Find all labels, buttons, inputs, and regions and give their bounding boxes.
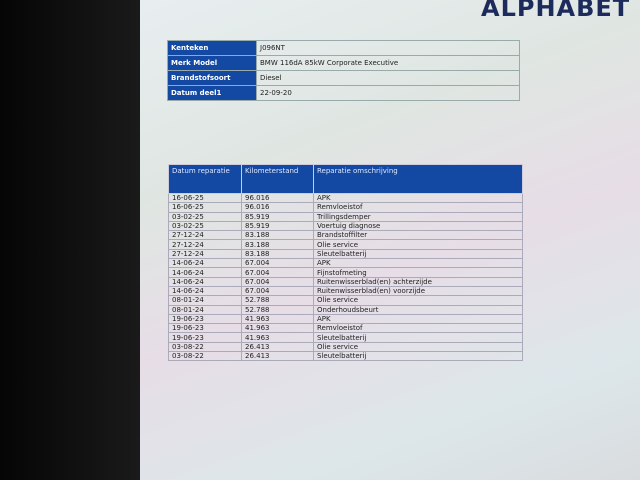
repair-date: 03-02-25 [168,220,242,232]
repair-date: 14-06-24 [168,258,242,269]
repair-mileage: 41.963 [241,332,314,343]
repair-description: Sleutelbatterij [313,248,523,260]
header-mileage: Kilometerstand [241,164,314,194]
info-row: Kenteken J096NT [167,40,520,56]
repair-date: 14-06-24 [168,276,242,287]
repair-mileage: 41.963 [241,313,314,325]
info-value: BMW 116dA 85kW Corporate Executive [256,55,520,71]
info-value: Diesel [256,70,520,86]
table-row: 27-12-24 83.188 Olie service [168,239,523,250]
repair-mileage: 41.963 [241,323,314,334]
repair-description: APK [313,258,523,269]
repair-date: 27-12-24 [168,239,242,250]
repair-mileage: 67.004 [241,258,314,269]
info-row: Datum deel1 22-09-20 [167,85,520,101]
table-row: 14-06-24 67.004 Ruitenwisserblad(en) achte… [168,276,523,287]
table-row: 03-02-25 85.919 Voertuig diagnose [168,220,523,232]
repair-description: APK [313,313,523,325]
table-row: 16-06-25 96.016 APK [168,192,523,204]
repair-description: Onderhoudsbeurt [313,304,523,315]
info-value: J096NT [256,40,520,56]
info-label: Brandstofsoort [167,70,257,86]
table-row: 27-12-24 83.188 Sleutelbatterij [168,248,523,260]
repair-date: 03-08-22 [168,351,242,362]
table-row: 14-06-24 67.004 Fijnstofmeting [168,267,523,278]
repair-description: Remvloeistof [313,323,523,334]
repair-mileage: 96.016 [241,202,314,213]
repair-mileage: 96.016 [241,192,314,204]
table-row: 03-08-22 26.413 Sleutelbatterij [168,351,523,362]
table-row: 08-01-24 52.788 Olie service [168,295,523,306]
repair-mileage: 52.788 [241,304,314,315]
info-row: Merk Model BMW 116dA 85kW Corporate Execu… [167,55,520,71]
repair-date: 16-06-25 [168,202,242,213]
info-label: Datum deel1 [167,85,257,101]
repair-date: 14-06-24 [168,267,242,278]
repair-description: Ruitenwisserblad(en) voorzijde [313,285,523,297]
repair-date: 27-12-24 [168,230,242,241]
table-row: 14-06-24 67.004 APK [168,258,523,269]
repair-description: Voertuig diagnose [313,220,523,232]
repair-mileage: 26.413 [241,341,314,353]
table-row: 19-06-23 41.963 APK [168,313,523,325]
table-row: 03-08-22 26.413 Olie service [168,341,523,353]
repair-date: 08-01-24 [168,304,242,315]
vehicle-info-table: Kenteken J096NT Merk Model BMW 116dA 85kW C… [167,40,520,101]
repair-description: Ruitenwisserblad(en) achterzijde [313,276,523,287]
repair-description: Olie service [313,341,523,353]
repair-date: 03-08-22 [168,341,242,353]
repair-date: 08-01-24 [168,295,242,306]
info-label: Kenteken [167,40,257,56]
table-row: 27-12-24 83.188 Brandstoffilter [168,230,523,241]
repair-description: APK [313,192,523,204]
repair-description: Olie service [313,295,523,306]
repair-mileage: 67.004 [241,285,314,297]
repair-mileage: 85.919 [241,220,314,232]
table-row: 14-06-24 67.004 Ruitenwisserblad(en) voorz… [168,285,523,297]
info-row: Brandstofsoort Diesel [167,70,520,86]
repair-mileage: 67.004 [241,276,314,287]
repair-mileage: 85.919 [241,211,314,222]
table-row: 19-06-23 41.963 Sleutelbatterij [168,332,523,343]
repair-date: 03-02-25 [168,211,242,222]
info-label: Merk Model [167,55,257,71]
repair-date: 27-12-24 [168,248,242,260]
repair-description: Sleutelbatterij [313,332,523,343]
monitor-bezel [0,0,140,480]
repair-history-table: Datum reparatie Kilometerstand Reparatie… [168,164,523,362]
repair-description: Brandstoffilter [313,230,523,241]
repair-description: Remvloeistof [313,202,523,213]
repair-mileage: 83.188 [241,239,314,250]
repair-date: 19-06-23 [168,323,242,334]
header-date: Datum reparatie [168,164,242,194]
repair-description: Sleutelbatterij [313,351,523,362]
repair-date: 16-06-25 [168,192,242,204]
repair-date: 14-06-24 [168,285,242,297]
repair-mileage: 83.188 [241,248,314,260]
repair-mileage: 83.188 [241,230,314,241]
info-value: 22-09-20 [256,85,520,101]
repair-mileage: 67.004 [241,267,314,278]
repair-mileage: 26.413 [241,351,314,362]
repair-description: Fijnstofmeting [313,267,523,278]
repair-date: 19-06-23 [168,313,242,325]
header-description: Reparatie omschrijving [313,164,523,194]
repair-date: 19-06-23 [168,332,242,343]
alphabet-logo: ALPHABET [481,0,631,22]
table-row: 19-06-23 41.963 Remvloeistof [168,323,523,334]
table-row: 03-02-25 85.919 Trillingsdemper [168,211,523,222]
table-row: 16-06-25 96.016 Remvloeistof [168,202,523,213]
table-row: 08-01-24 52.788 Onderhoudsbeurt [168,304,523,315]
repair-description: Olie service [313,239,523,250]
repair-mileage: 52.788 [241,295,314,306]
repair-description: Trillingsdemper [313,211,523,222]
